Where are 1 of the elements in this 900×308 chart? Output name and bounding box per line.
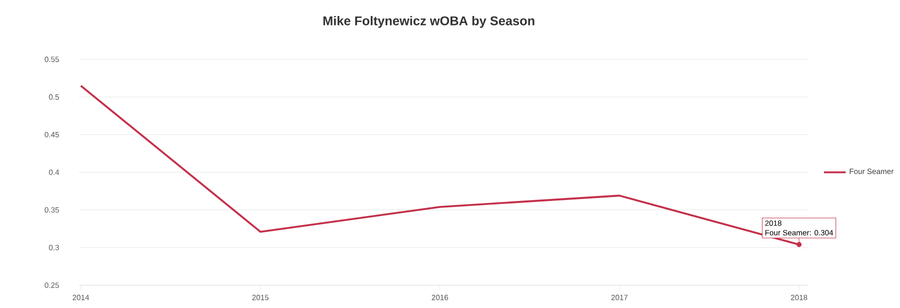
chart-title: Mike Foltynewicz wOBA by Season	[323, 16, 534, 28]
